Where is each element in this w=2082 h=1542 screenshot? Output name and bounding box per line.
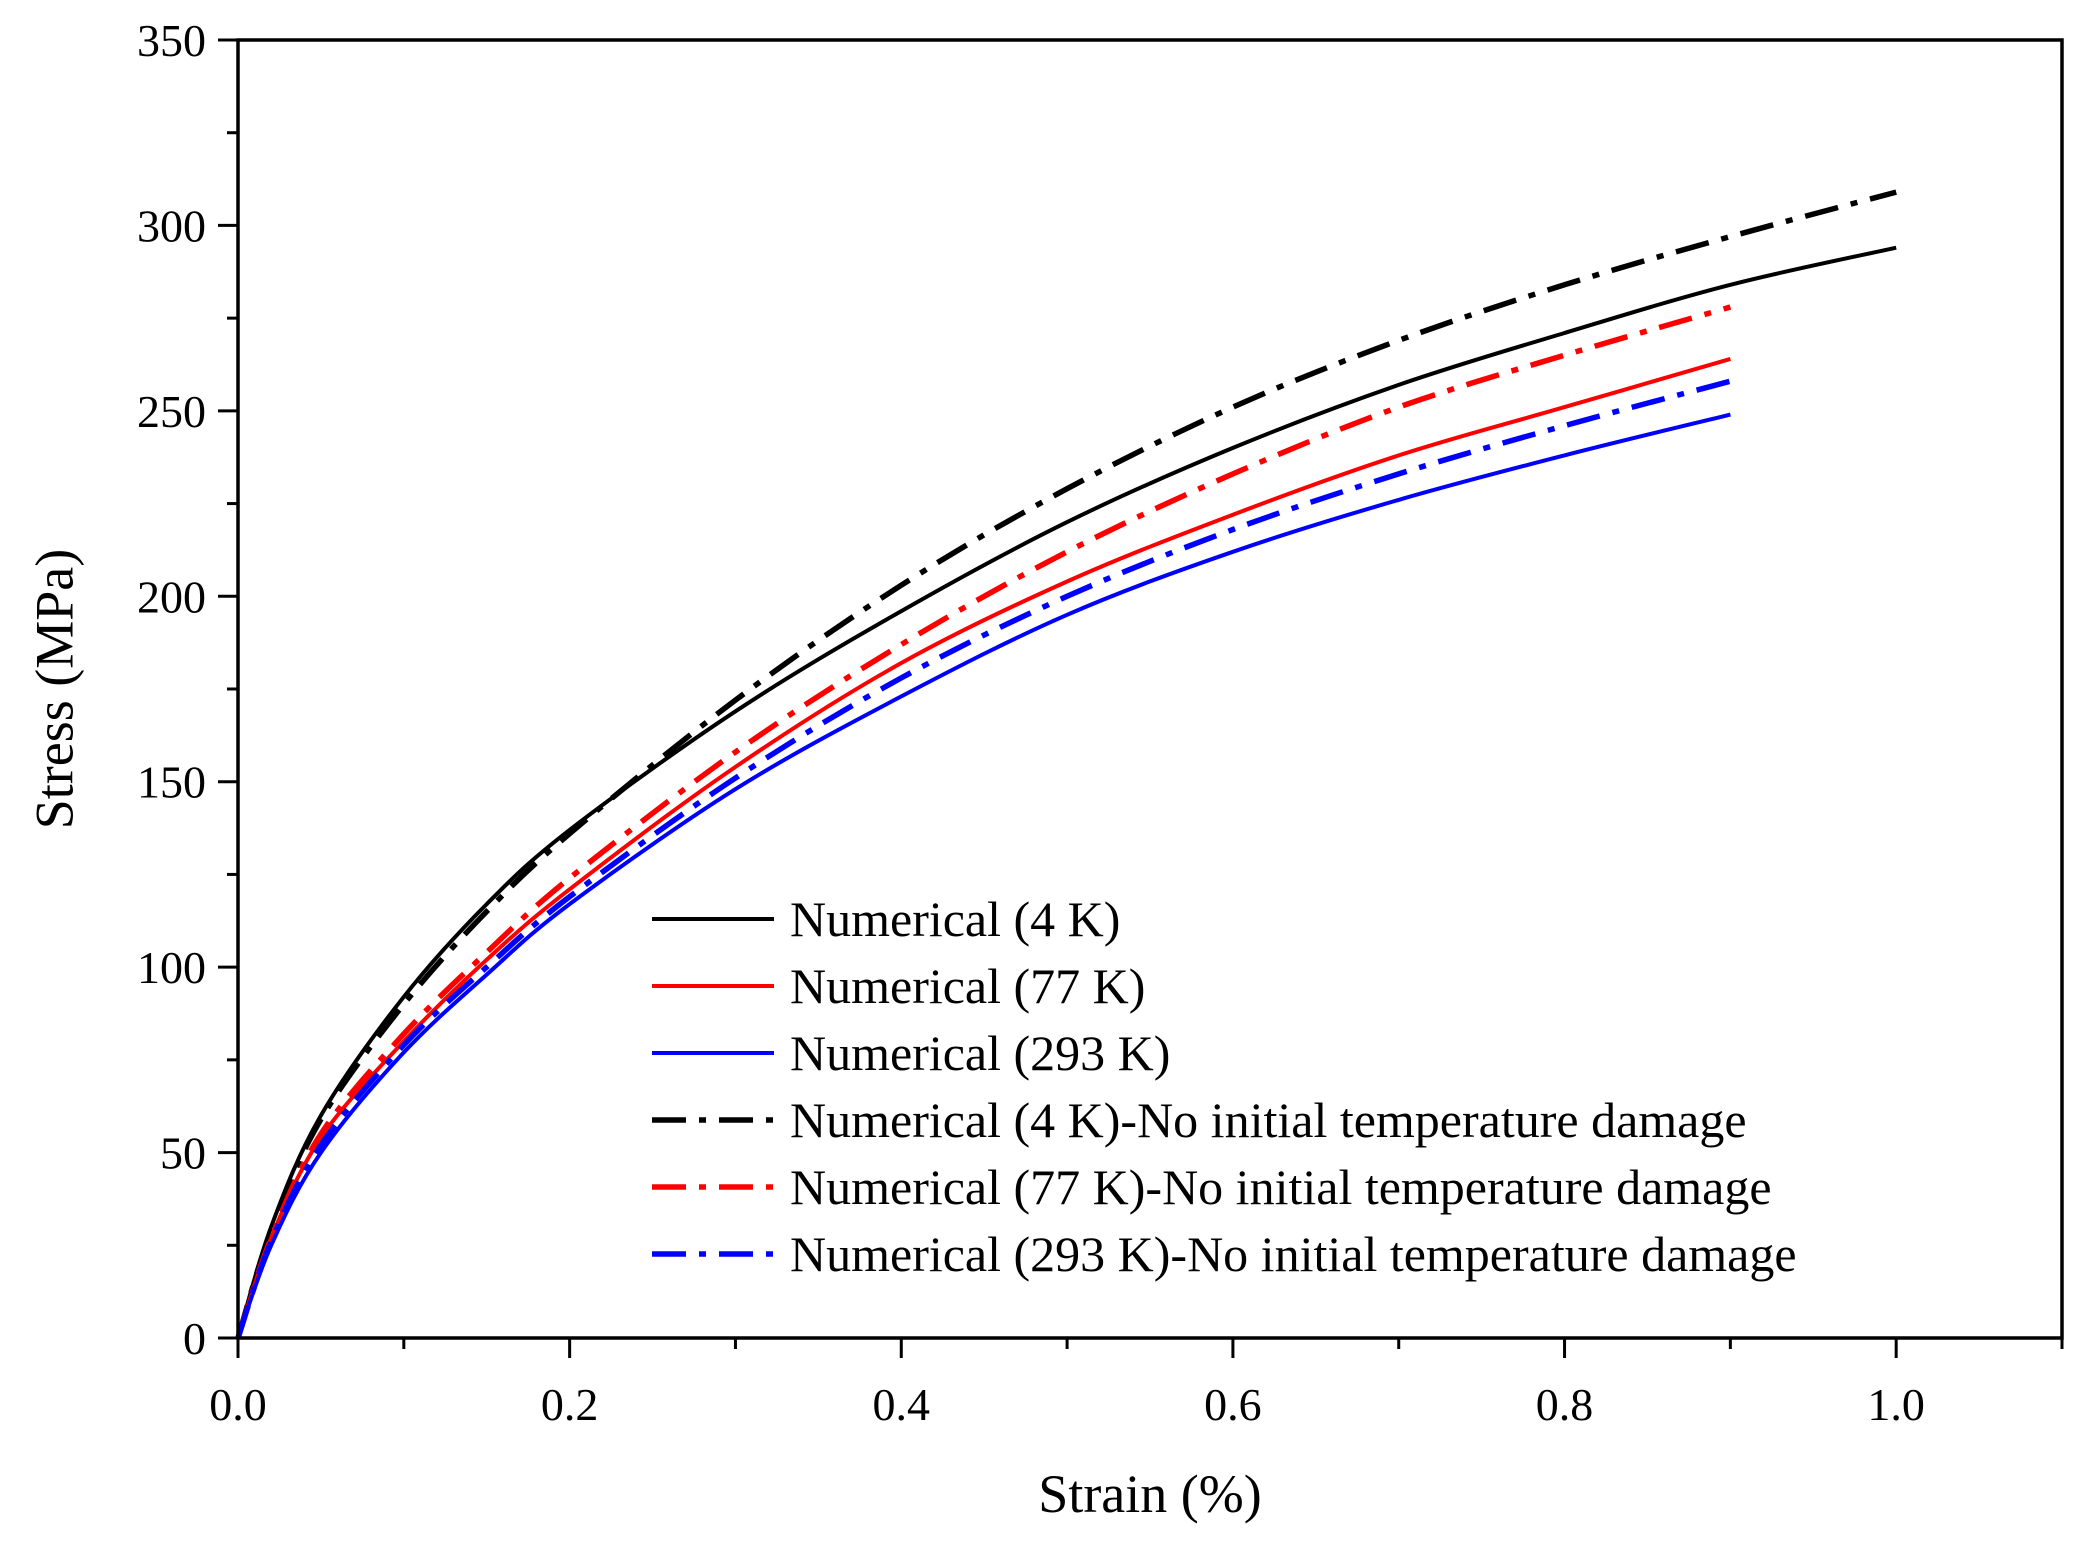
x-tick-label: 0.0	[209, 1379, 267, 1430]
y-tick-label: 150	[137, 757, 206, 808]
legend-label-5: Numerical (77 K)-No initial temperature …	[790, 1159, 1772, 1215]
legend-label-6: Numerical (293 K)-No initial temperature…	[790, 1226, 1797, 1282]
series-line-2	[236, 356, 1731, 1339]
y-axis-title: Stress (MPa)	[24, 549, 84, 830]
series-line-4	[235, 189, 1897, 1339]
ticks-layer: 0.0 0.2 0.4 0.6 0.8 1.0 0 50 100 150 200 250 300 350	[137, 15, 2064, 1430]
series-line-1	[236, 245, 1897, 1339]
x-tick-label: 0.6	[1204, 1379, 1262, 1430]
series-layer	[235, 189, 1897, 1339]
x-tick-label: 0.4	[873, 1379, 931, 1430]
y-tick-label: 100	[137, 942, 206, 993]
y-tick-label: 350	[137, 15, 206, 66]
x-tick-label: 0.2	[541, 1379, 599, 1430]
series-line-5	[235, 304, 1732, 1339]
y-tick-label: 250	[137, 386, 206, 437]
y-tick-label: 50	[160, 1128, 206, 1179]
x-axis-title: Strain (%)	[1038, 1464, 1261, 1524]
x-tick-label: 0.8	[1536, 1379, 1594, 1430]
legend-label-1: Numerical (4 K)	[790, 891, 1120, 947]
plot-frame	[236, 38, 2064, 1340]
x-tick-label: 1.0	[1867, 1379, 1925, 1430]
legend: Numerical (4 K) Numerical (77 K) Numerical…	[652, 891, 1797, 1282]
y-tick-label: 0	[183, 1313, 206, 1364]
y-tick-label: 300	[137, 200, 206, 251]
series-line-3	[236, 412, 1731, 1339]
y-tick-label: 200	[137, 571, 206, 622]
legend-label-3: Numerical (293 K)	[790, 1025, 1170, 1081]
legend-label-4: Numerical (4 K)-No initial temperature d…	[790, 1092, 1747, 1148]
legend-label-2: Numerical (77 K)	[790, 958, 1145, 1014]
